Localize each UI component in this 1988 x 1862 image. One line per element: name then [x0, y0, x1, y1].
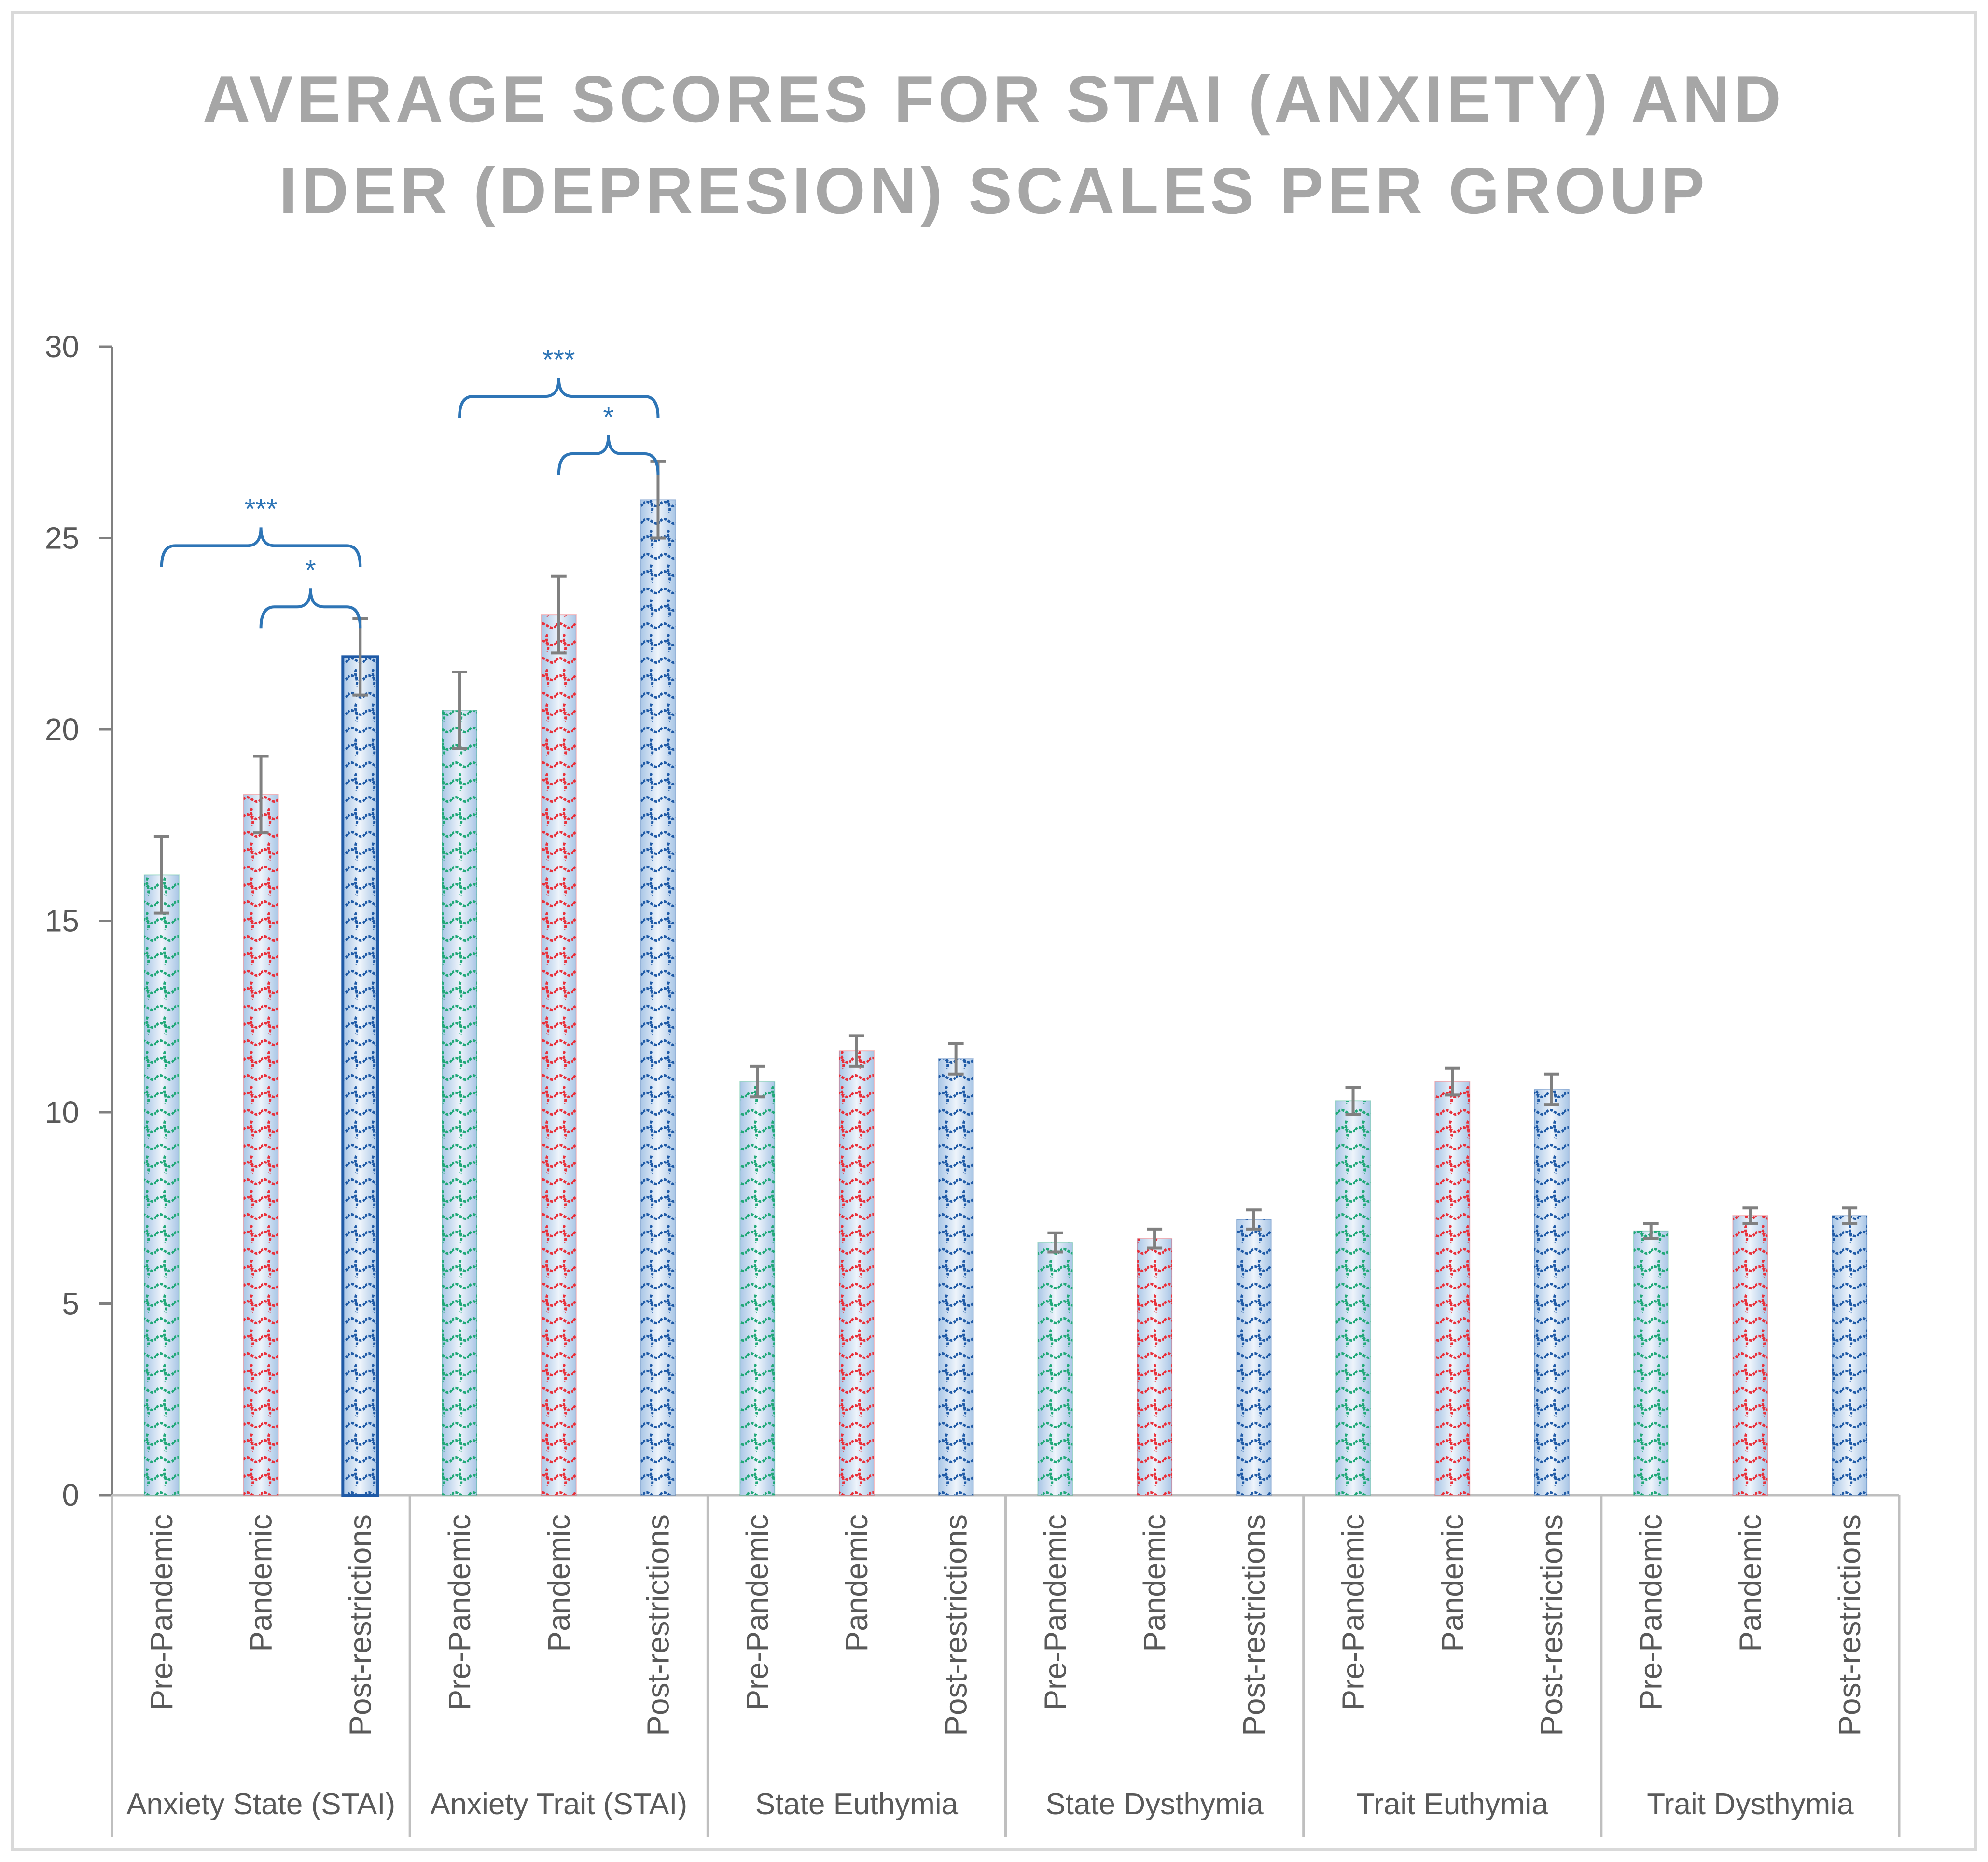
group-label: State Euthymia [755, 1788, 959, 1821]
group-label: Anxiety Trait (STAI) [430, 1788, 687, 1821]
category-label: Pre-Pandemic [1634, 1514, 1668, 1710]
bar-post-restrictions [341, 655, 379, 1497]
category-label: Pandemic [839, 1514, 874, 1652]
bar-pre-pandemic [739, 1081, 776, 1496]
bar-pre-pandemic [442, 710, 478, 1496]
category-label: Pre-Pandemic [1038, 1514, 1072, 1710]
category-label: Pandemic [244, 1514, 278, 1652]
y-tick-label: 0 [62, 1478, 79, 1512]
category-label: Post-restrictions [1534, 1514, 1569, 1736]
significance-bracket [557, 435, 660, 476]
bar-pre-pandemic [1633, 1230, 1669, 1496]
y-tick-label: 25 [45, 521, 79, 556]
group-label: Trait Dysthymia [1647, 1788, 1854, 1821]
bar-pandemic [243, 794, 279, 1496]
bar-post-restrictions [1236, 1219, 1272, 1496]
y-tick-label: 5 [62, 1287, 79, 1321]
category-label: Pandemic [1137, 1514, 1172, 1652]
bar-pandemic [1137, 1238, 1173, 1496]
bar-pandemic [541, 614, 577, 1496]
category-label: Pandemic [542, 1514, 576, 1652]
y-tick-label: 30 [45, 329, 79, 364]
bar-pandemic [838, 1050, 875, 1496]
y-tick-label: 15 [45, 904, 79, 938]
bar-pre-pandemic [143, 874, 180, 1496]
significance-label: *** [542, 344, 575, 376]
significance-label: * [603, 402, 614, 433]
category-label: Pandemic [1435, 1514, 1470, 1652]
significance-bracket [458, 378, 660, 418]
category-label: Post-restrictions [1832, 1514, 1867, 1736]
bar-post-restrictions [1832, 1215, 1868, 1496]
significance-label: *** [245, 493, 278, 525]
category-label: Post-restrictions [939, 1514, 973, 1736]
y-tick-label: 10 [45, 1095, 79, 1130]
category-label: Pre-Pandemic [1336, 1514, 1371, 1710]
category-label: Pre-Pandemic [144, 1514, 179, 1710]
chart-frame [11, 11, 1977, 1851]
bar-pandemic [1434, 1081, 1471, 1496]
group-label: Anxiety State (STAI) [126, 1788, 395, 1821]
significance-bracket [160, 527, 362, 567]
category-label: Post-restrictions [1237, 1514, 1271, 1736]
bar-pre-pandemic [1335, 1100, 1371, 1496]
bar-post-restrictions [938, 1058, 974, 1496]
group-label: Trait Euthymia [1357, 1788, 1549, 1821]
category-label: Pre-Pandemic [442, 1514, 477, 1710]
bar-post-restrictions [640, 499, 676, 1496]
category-label: Post-restrictions [640, 1514, 675, 1736]
category-label: Pandemic [1733, 1514, 1767, 1652]
bar-post-restrictions [1533, 1089, 1570, 1496]
group-label: State Dysthymia [1045, 1788, 1264, 1821]
bar-pre-pandemic [1037, 1242, 1073, 1496]
category-label: Pre-Pandemic [740, 1514, 775, 1710]
y-tick-label: 20 [45, 712, 79, 747]
bar-pandemic [1732, 1215, 1768, 1496]
significance-label: * [305, 555, 316, 586]
significance-bracket [259, 588, 362, 629]
chart-title-line-2: IDER (DEPRESION) SCALES PER GROUP [279, 154, 1709, 227]
category-label: Post-restrictions [343, 1514, 377, 1736]
chart-title-line-1: AVERAGE SCORES FOR STAI (ANXIETY) AND [203, 62, 1785, 136]
